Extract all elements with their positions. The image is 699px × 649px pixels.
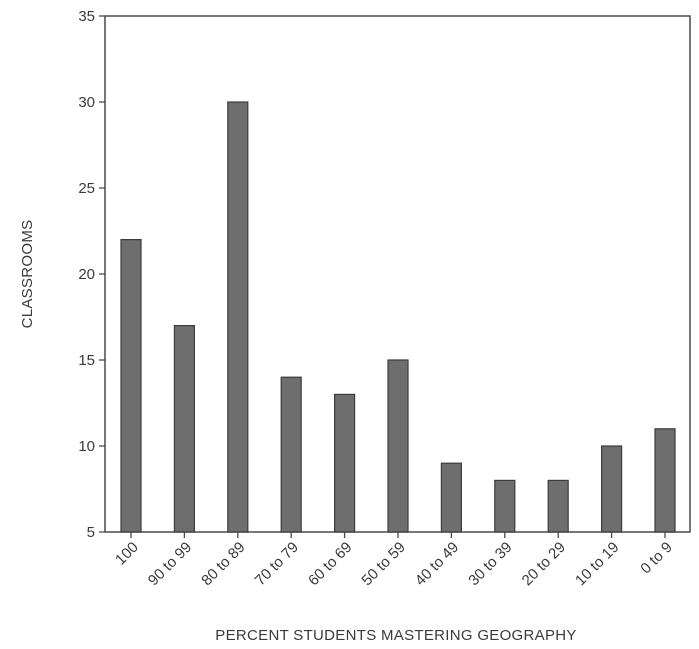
x-tick-label: 80 to 89 xyxy=(198,539,248,589)
bar-series xyxy=(120,101,676,533)
x-tick-label: 30 to 39 xyxy=(465,539,515,589)
x-axis-title: PERCENT STUDENTS MASTERING GEOGRAPHY xyxy=(215,627,576,644)
bar-10-to-19 xyxy=(600,445,623,533)
x-axis: 100 90 to 99 80 to 89 70 to 79 60 to 69 50 to… xyxy=(112,532,676,589)
bar-50-to-59 xyxy=(387,359,409,533)
x-tick-label: 40 to 49 xyxy=(412,539,462,589)
y-tick-label: 30 xyxy=(78,94,95,111)
y-tick-label: 10 xyxy=(78,438,95,455)
y-axis-title: CLASSROOMS xyxy=(19,220,36,329)
x-tick-label: 70 to 79 xyxy=(252,539,302,589)
bar-40-to-49 xyxy=(440,462,462,533)
bar-60-to-69 xyxy=(334,393,356,533)
x-tick-label: 10 to 19 xyxy=(572,539,622,589)
x-tick-label: 20 to 29 xyxy=(519,539,569,589)
y-axis: 5 10 15 20 25 30 35 xyxy=(78,8,105,541)
x-tick-label: 50 to 59 xyxy=(358,539,408,589)
bar-70-to-79 xyxy=(280,376,302,533)
y-tick-label: 5 xyxy=(87,524,95,541)
bar-100 xyxy=(120,239,142,533)
x-tick-label: 90 to 99 xyxy=(145,539,195,589)
bar-90-to-99 xyxy=(173,325,195,533)
x-tick-label: 60 to 69 xyxy=(305,539,355,589)
bar-0-to-9 xyxy=(654,428,676,533)
x-tick-label: 100 xyxy=(112,539,142,569)
bar-20-to-29 xyxy=(547,479,569,533)
bar-30-to-39 xyxy=(494,479,516,533)
y-tick-label: 25 xyxy=(78,180,95,197)
y-tick-label: 35 xyxy=(78,8,95,25)
y-tick-label: 15 xyxy=(78,352,95,369)
x-tick-label: 0 to 9 xyxy=(637,539,676,578)
bar-80-to-89 xyxy=(227,101,249,533)
y-tick-label: 20 xyxy=(78,266,95,283)
